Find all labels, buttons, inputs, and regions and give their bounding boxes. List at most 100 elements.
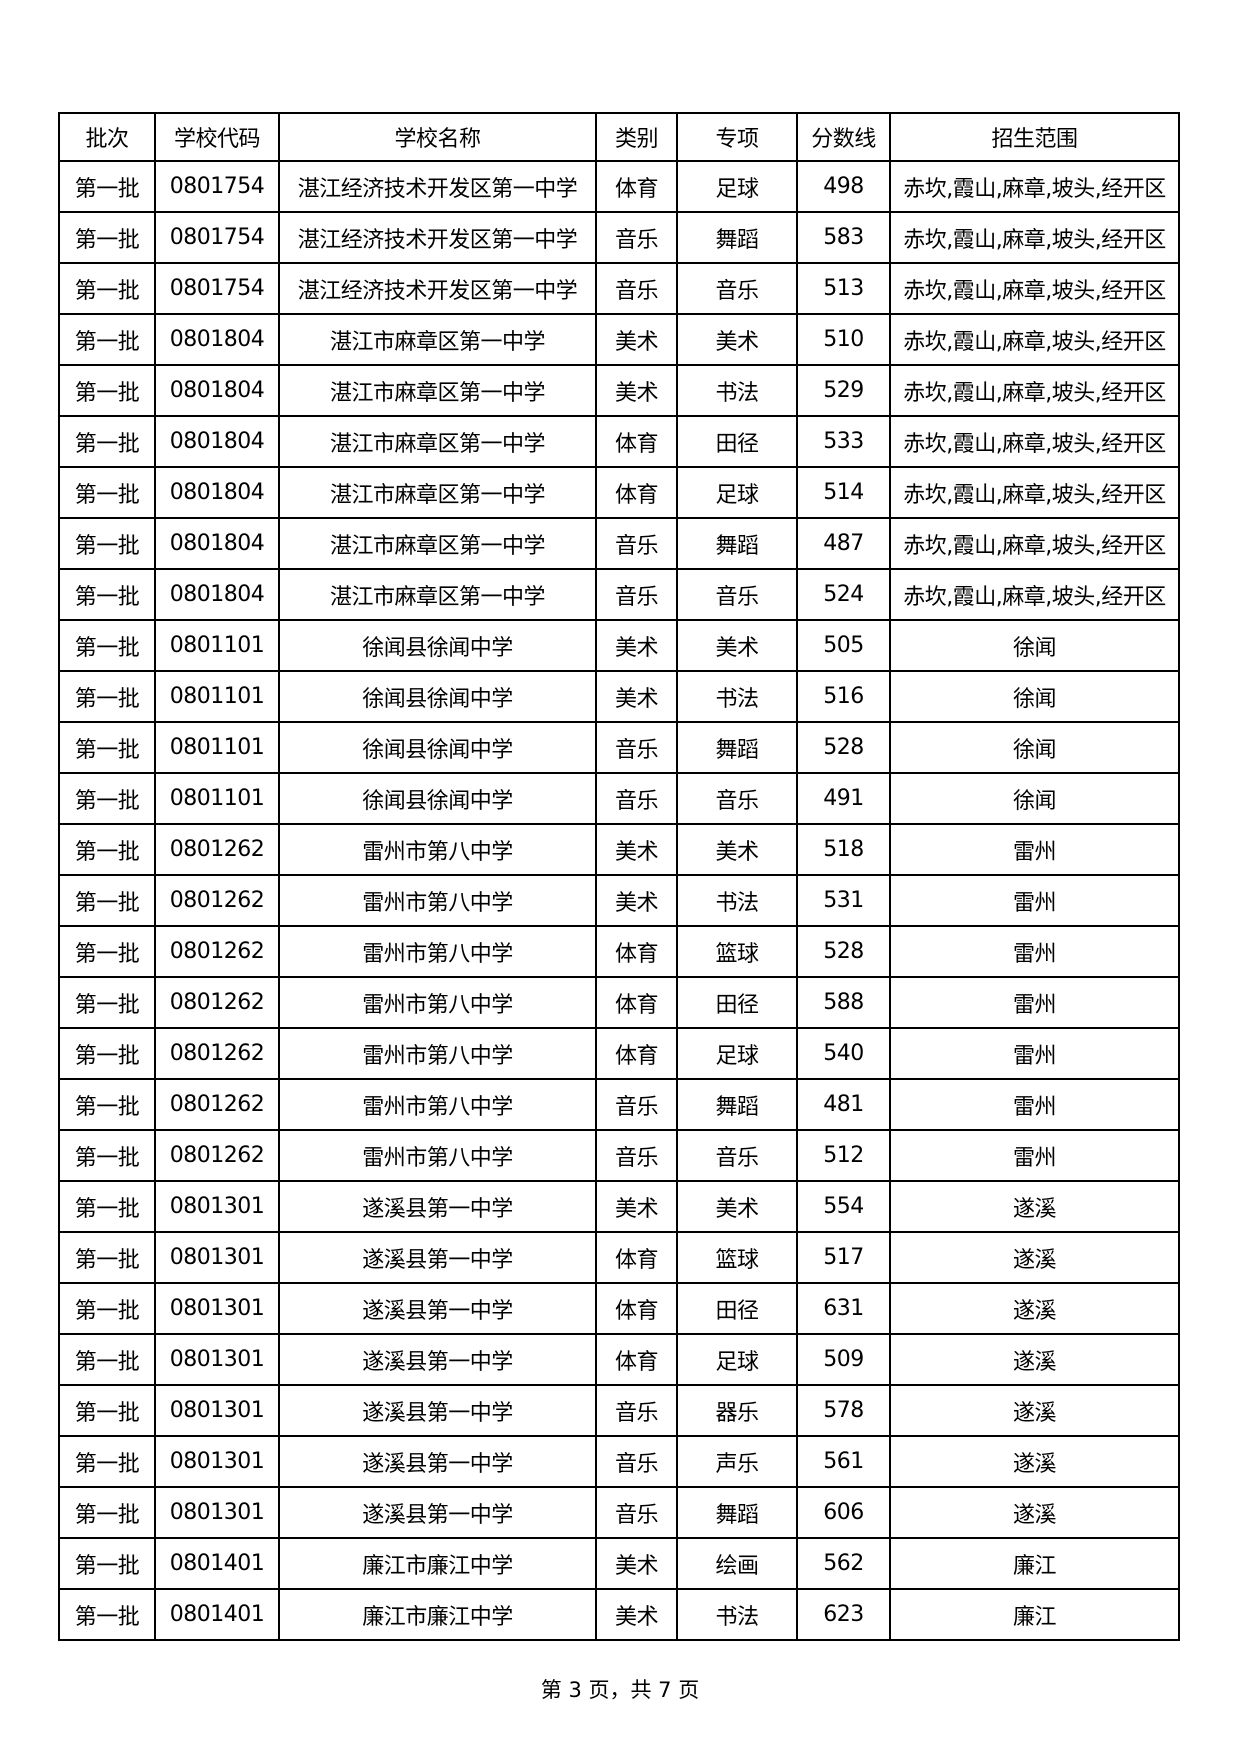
table-cell: 徐闻 xyxy=(889,721,1180,774)
table-row: 第一批 0801101 徐闻县徐闻中学 音乐 音乐 491 徐闻 xyxy=(58,772,1180,825)
table-row: 第一批 0801301 遂溪县第一中学 体育 田径 631 遂溪 xyxy=(58,1282,1180,1335)
table-cell: 531 xyxy=(796,874,891,927)
table-cell: 第一批 xyxy=(58,313,156,366)
table-cell: 体育 xyxy=(595,976,678,1029)
table-cell: 体育 xyxy=(595,466,678,519)
table-cell: 0801262 xyxy=(154,874,280,927)
table-cell: 509 xyxy=(796,1333,891,1386)
table-cell: 廉江 xyxy=(889,1537,1180,1590)
table-cell: 第一批 xyxy=(58,1027,156,1080)
table-cell: 雷州 xyxy=(889,976,1180,1029)
table-cell: 第一批 xyxy=(58,1333,156,1386)
table-cell: 481 xyxy=(796,1078,891,1131)
column-header: 专项 xyxy=(676,112,798,162)
table-cell: 赤坎,霞山,麻章,坡头,经开区 xyxy=(889,211,1180,264)
table-cell: 遂溪县第一中学 xyxy=(278,1384,597,1437)
table-cell: 第一批 xyxy=(58,415,156,468)
table-row: 第一批 0801804 湛江市麻章区第一中学 美术 美术 510 赤坎,霞山,麻章,坡头,经… xyxy=(58,313,1180,366)
table-cell: 遂溪县第一中学 xyxy=(278,1333,597,1386)
table-cell: 雷州 xyxy=(889,925,1180,978)
table-cell: 0801101 xyxy=(154,721,280,774)
table-cell: 第一批 xyxy=(58,670,156,723)
table-cell: 音乐 xyxy=(595,568,678,621)
table-cell: 音乐 xyxy=(676,1129,798,1182)
table-cell: 561 xyxy=(796,1435,891,1488)
table-cell: 体育 xyxy=(595,1333,678,1386)
table-cell: 廉江市廉江中学 xyxy=(278,1588,597,1641)
table-cell: 第一批 xyxy=(58,1129,156,1182)
table-cell: 赤坎,霞山,麻章,坡头,经开区 xyxy=(889,568,1180,621)
table-cell: 雷州 xyxy=(889,823,1180,876)
table-cell: 0801754 xyxy=(154,160,280,213)
table-cell: 遂溪县第一中学 xyxy=(278,1435,597,1488)
table-cell: 田径 xyxy=(676,976,798,1029)
table-cell: 足球 xyxy=(676,466,798,519)
table-cell: 第一批 xyxy=(58,823,156,876)
table-cell: 赤坎,霞山,麻章,坡头,经开区 xyxy=(889,517,1180,570)
table-cell: 第一批 xyxy=(58,466,156,519)
table-cell: 音乐 xyxy=(676,772,798,825)
table-cell: 音乐 xyxy=(595,262,678,315)
table-cell: 田径 xyxy=(676,1282,798,1335)
table-row: 第一批 0801101 徐闻县徐闻中学 音乐 舞蹈 528 徐闻 xyxy=(58,721,1180,774)
table-row: 第一批 0801262 雷州市第八中学 音乐 音乐 512 雷州 xyxy=(58,1129,1180,1182)
table-cell: 第一批 xyxy=(58,1180,156,1233)
table-cell: 足球 xyxy=(676,1333,798,1386)
table-cell: 578 xyxy=(796,1384,891,1437)
table-row: 第一批 0801804 湛江市麻章区第一中学 美术 书法 529 赤坎,霞山,麻章,坡头,经… xyxy=(58,364,1180,417)
table-row: 第一批 0801301 遂溪县第一中学 音乐 器乐 578 遂溪 xyxy=(58,1384,1180,1437)
table-cell: 遂溪 xyxy=(889,1333,1180,1386)
table-cell: 湛江经济技术开发区第一中学 xyxy=(278,211,597,264)
column-header: 类别 xyxy=(595,112,678,162)
table-row: 第一批 0801301 遂溪县第一中学 音乐 声乐 561 遂溪 xyxy=(58,1435,1180,1488)
table-cell: 517 xyxy=(796,1231,891,1284)
table-cell: 舞蹈 xyxy=(676,211,798,264)
table-cell: 音乐 xyxy=(595,1078,678,1131)
table-row: 第一批 0801101 徐闻县徐闻中学 美术 书法 516 徐闻 xyxy=(58,670,1180,723)
table-cell: 赤坎,霞山,麻章,坡头,经开区 xyxy=(889,466,1180,519)
table-cell: 雷州市第八中学 xyxy=(278,1027,597,1080)
table-cell: 徐闻 xyxy=(889,772,1180,825)
table-cell: 遂溪县第一中学 xyxy=(278,1231,597,1284)
table-cell: 514 xyxy=(796,466,891,519)
table-row: 第一批 0801804 湛江市麻章区第一中学 体育 田径 533 赤坎,霞山,麻章,坡头,经… xyxy=(58,415,1180,468)
table-cell: 湛江市麻章区第一中学 xyxy=(278,568,597,621)
table-row: 第一批 0801301 遂溪县第一中学 体育 篮球 517 遂溪 xyxy=(58,1231,1180,1284)
table-cell: 遂溪 xyxy=(889,1486,1180,1539)
table-cell: 廉江市廉江中学 xyxy=(278,1537,597,1590)
table-row: 第一批 0801262 雷州市第八中学 音乐 舞蹈 481 雷州 xyxy=(58,1078,1180,1131)
table-cell: 体育 xyxy=(595,415,678,468)
table-cell: 音乐 xyxy=(595,517,678,570)
table-cell: 554 xyxy=(796,1180,891,1233)
table-cell: 606 xyxy=(796,1486,891,1539)
table-cell: 0801301 xyxy=(154,1282,280,1335)
table-cell: 遂溪 xyxy=(889,1282,1180,1335)
table-cell: 雷州市第八中学 xyxy=(278,823,597,876)
table-cell: 雷州 xyxy=(889,1027,1180,1080)
table-cell: 音乐 xyxy=(676,262,798,315)
table-cell: 廉江 xyxy=(889,1588,1180,1641)
table-cell: 529 xyxy=(796,364,891,417)
table-cell: 美术 xyxy=(595,1180,678,1233)
table-row: 第一批 0801262 雷州市第八中学 体育 田径 588 雷州 xyxy=(58,976,1180,1029)
table-cell: 音乐 xyxy=(595,721,678,774)
table-cell: 音乐 xyxy=(595,1384,678,1437)
table-cell: 遂溪 xyxy=(889,1435,1180,1488)
table-cell: 徐闻县徐闻中学 xyxy=(278,721,597,774)
table-header-row: 批次 学校代码 学校名称 类别 专项 分数线 招生范围 xyxy=(58,112,1180,162)
table-cell: 音乐 xyxy=(595,772,678,825)
table-cell: 音乐 xyxy=(595,211,678,264)
table-cell: 0801101 xyxy=(154,619,280,672)
table-cell: 第一批 xyxy=(58,364,156,417)
table-cell: 美术 xyxy=(676,619,798,672)
table-row: 第一批 0801262 雷州市第八中学 美术 书法 531 雷州 xyxy=(58,874,1180,927)
table-cell: 足球 xyxy=(676,1027,798,1080)
table-cell: 505 xyxy=(796,619,891,672)
table-cell: 湛江市麻章区第一中学 xyxy=(278,415,597,468)
table-cell: 雷州市第八中学 xyxy=(278,1078,597,1131)
table-cell: 0801301 xyxy=(154,1231,280,1284)
table-row: 第一批 0801101 徐闻县徐闻中学 美术 美术 505 徐闻 xyxy=(58,619,1180,672)
table-cell: 舞蹈 xyxy=(676,1078,798,1131)
table-cell: 雷州 xyxy=(889,874,1180,927)
table-cell: 体育 xyxy=(595,1282,678,1335)
